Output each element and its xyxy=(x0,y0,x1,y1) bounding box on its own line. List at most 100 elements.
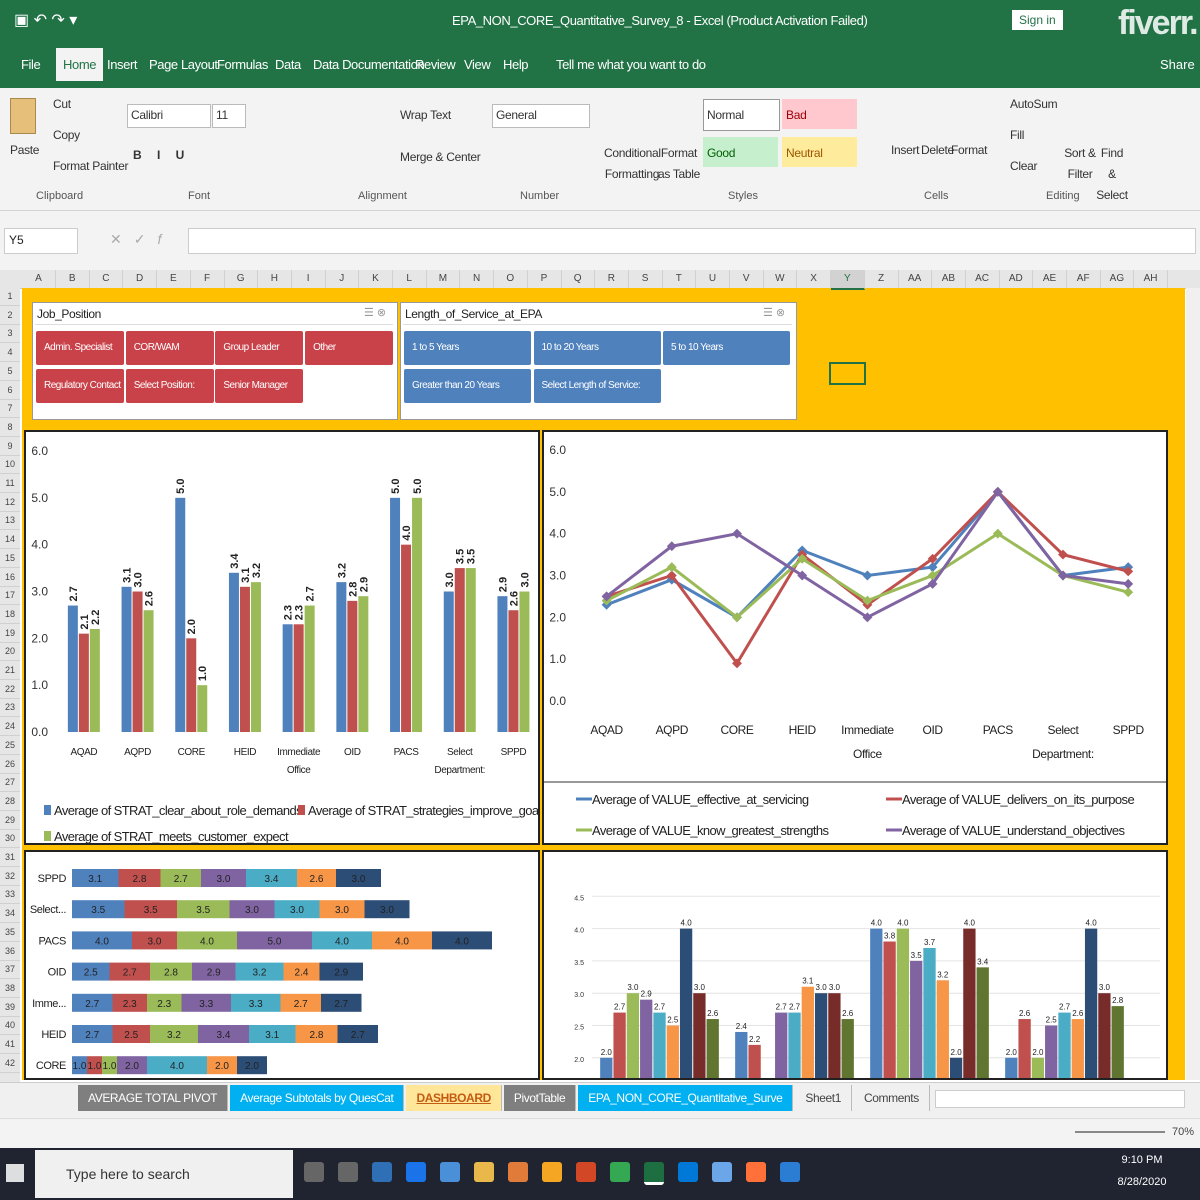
slicer-item[interactable]: 5 to 10 Years xyxy=(663,331,790,365)
conditional-formatting-button[interactable]: Conditional Formatting xyxy=(604,146,661,181)
format-cells-button[interactable]: Format xyxy=(951,143,988,157)
slicer-filter-icons[interactable]: ☰ ⊗ xyxy=(763,307,786,319)
row-header[interactable]: 13 xyxy=(0,511,20,531)
column-header[interactable]: W xyxy=(763,270,798,288)
row-header[interactable]: 9 xyxy=(0,437,20,456)
slicer-item[interactable]: Select Position: xyxy=(125,369,214,403)
menu-tab[interactable]: Page Layout xyxy=(149,57,218,72)
format-painter-button[interactable]: Format Painter xyxy=(53,159,129,173)
zoom-level[interactable]: 70% xyxy=(1172,1126,1195,1138)
row-header[interactable]: 18 xyxy=(0,605,20,624)
row-header[interactable]: 40 xyxy=(0,1016,20,1036)
autosum-button[interactable]: AutoSum xyxy=(1010,97,1058,111)
row-header[interactable]: 41 xyxy=(0,1035,20,1054)
copy-button[interactable]: Copy xyxy=(53,128,80,142)
vertical-scrollbar[interactable] xyxy=(1186,288,1200,1080)
slicer-item[interactable]: Regulatory Contact xyxy=(36,369,124,403)
row-header[interactable]: 33 xyxy=(0,885,20,905)
row-header[interactable]: 37 xyxy=(0,960,20,980)
column-header[interactable]: I xyxy=(292,270,326,288)
column-header[interactable]: H xyxy=(258,270,292,288)
sheet-tab[interactable]: Comments xyxy=(854,1085,930,1111)
start-button[interactable] xyxy=(6,1164,24,1182)
style-good[interactable] xyxy=(703,137,778,167)
row-header[interactable]: 42 xyxy=(0,1054,20,1073)
menu-tab[interactable]: Formulas xyxy=(217,57,268,72)
taskbar-app[interactable] xyxy=(304,1162,324,1182)
row-header[interactable]: 35 xyxy=(0,923,20,942)
row-header[interactable]: 34 xyxy=(0,904,20,924)
column-header[interactable]: Q xyxy=(561,270,596,288)
column-header[interactable]: N xyxy=(460,270,495,288)
row-header[interactable]: 38 xyxy=(0,979,20,998)
column-header[interactable]: O xyxy=(494,270,528,288)
column-header[interactable]: T xyxy=(662,270,697,288)
sheet-tab[interactable]: Average Subtotals by QuesCat xyxy=(230,1085,405,1111)
taskbar-app[interactable] xyxy=(678,1162,698,1182)
row-header[interactable]: 6 xyxy=(0,381,20,400)
row-header[interactable]: 20 xyxy=(0,642,20,662)
zoom-slider[interactable] xyxy=(1075,1131,1165,1133)
column-header[interactable]: Z xyxy=(865,270,899,288)
row-header[interactable]: 31 xyxy=(0,848,20,867)
row-header[interactable]: 14 xyxy=(0,530,20,550)
column-header[interactable]: E xyxy=(157,270,191,288)
column-header[interactable]: AG xyxy=(1100,270,1135,288)
row-header[interactable]: 26 xyxy=(0,755,20,774)
row-header[interactable]: 21 xyxy=(0,661,20,680)
row-header[interactable]: 1 xyxy=(0,287,20,306)
menu-tab[interactable]: Data Documentation xyxy=(313,57,425,72)
style-bad[interactable] xyxy=(782,99,857,129)
cut-button[interactable]: Cut xyxy=(53,97,71,111)
row-header[interactable]: 16 xyxy=(0,568,20,587)
row-header[interactable]: 32 xyxy=(0,867,20,886)
row-header[interactable]: 27 xyxy=(0,773,20,793)
slicer-item[interactable]: Other xyxy=(305,331,394,365)
row-header[interactable]: 2 xyxy=(0,306,20,325)
sheet-tab[interactable]: DASHBOARD xyxy=(406,1085,502,1111)
column-header[interactable]: AF xyxy=(1067,270,1101,288)
column-header[interactable]: AE xyxy=(1033,270,1067,288)
column-header[interactable]: U xyxy=(696,270,730,288)
column-header[interactable]: C xyxy=(89,270,124,288)
column-header[interactable]: AC xyxy=(966,270,1000,288)
taskbar-app[interactable] xyxy=(780,1162,800,1182)
horizontal-scrollbar[interactable] xyxy=(935,1090,1185,1108)
taskbar-app[interactable] xyxy=(644,1162,664,1185)
row-header[interactable]: 5 xyxy=(0,362,20,381)
taskbar-app[interactable] xyxy=(542,1162,562,1182)
slicer-item[interactable]: Select Length of Service: xyxy=(533,369,661,403)
column-header[interactable]: AH xyxy=(1134,270,1169,288)
menu-tab[interactable]: File xyxy=(21,57,41,72)
column-header[interactable]: S xyxy=(629,270,663,288)
fill-button[interactable]: Fill xyxy=(1010,128,1025,142)
paste-button[interactable]: Paste xyxy=(10,143,40,157)
column-header[interactable]: AD xyxy=(999,270,1034,288)
row-header[interactable]: 15 xyxy=(0,549,20,568)
sheet-tab[interactable]: PivotTable xyxy=(503,1085,577,1111)
column-header[interactable]: F xyxy=(191,270,225,288)
taskbar-app[interactable] xyxy=(508,1162,528,1182)
column-header[interactable]: J xyxy=(325,270,360,288)
taskbar-app[interactable] xyxy=(712,1162,732,1182)
slicer-item[interactable]: Group Leader xyxy=(215,331,304,365)
taskbar-app[interactable] xyxy=(576,1162,596,1182)
find-select-button[interactable]: Find & Select xyxy=(1096,146,1128,202)
row-header[interactable]: 24 xyxy=(0,717,20,737)
column-header[interactable]: A xyxy=(22,270,56,288)
sheet-tab[interactable]: EPA_NON_CORE_Quantitative_Surve xyxy=(578,1085,794,1111)
taskbar-app[interactable] xyxy=(372,1162,392,1182)
merge-center-button[interactable]: Merge & Center xyxy=(400,150,481,164)
selected-cell[interactable] xyxy=(829,362,866,385)
taskbar-app[interactable] xyxy=(474,1162,494,1182)
row-header[interactable]: 29 xyxy=(0,811,20,830)
taskbar-app[interactable] xyxy=(746,1162,766,1182)
row-header[interactable]: 3 xyxy=(0,324,20,344)
row-header[interactable]: 23 xyxy=(0,698,20,718)
column-header[interactable]: B xyxy=(56,270,90,288)
font-name-box[interactable] xyxy=(127,104,211,128)
menu-tab[interactable]: Home xyxy=(56,48,104,81)
sort-filter-button[interactable]: Sort & Filter xyxy=(1064,146,1096,181)
row-header[interactable]: 12 xyxy=(0,493,20,512)
row-header[interactable]: 19 xyxy=(0,624,20,643)
